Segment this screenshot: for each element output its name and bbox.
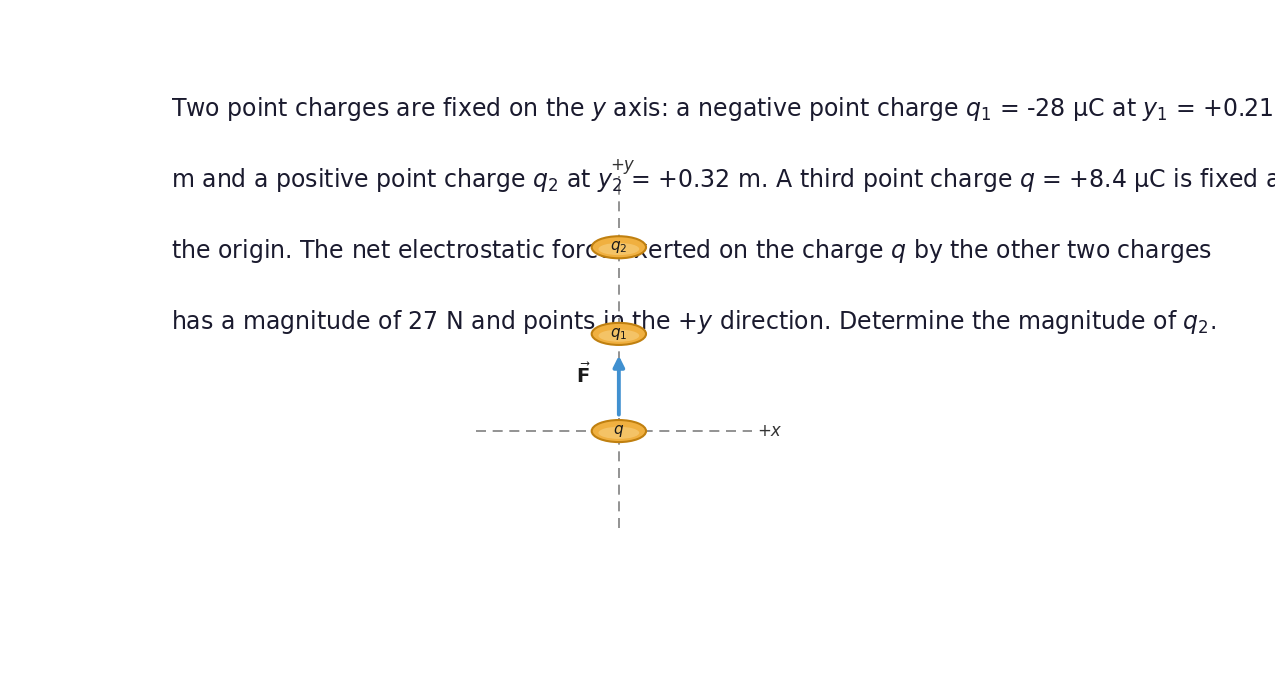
Text: +y: +y [609,155,634,174]
Text: has a magnitude of 27 N and points in the +$y$ direction. Determine the magnitud: has a magnitude of 27 N and points in th… [171,308,1216,336]
Text: +x: +x [757,422,782,440]
Ellipse shape [592,236,646,258]
Text: $\vec{\mathbf{F}}$: $\vec{\mathbf{F}}$ [576,363,592,387]
Text: $q_2$: $q_2$ [611,239,627,255]
Ellipse shape [598,243,639,255]
Text: $q_1$: $q_1$ [611,326,627,342]
Ellipse shape [598,329,639,342]
Text: Two point charges are fixed on the $y$ axis: a negative point charge $q_1$ = -28: Two point charges are fixed on the $y$ a… [171,95,1274,123]
Ellipse shape [592,420,646,442]
Text: $q$: $q$ [613,423,625,439]
Ellipse shape [592,323,646,345]
Ellipse shape [598,427,639,439]
Text: the origin. The net electrostatic force exerted on the charge $q$ by the other t: the origin. The net electrostatic force … [171,237,1213,265]
Text: m and a positive point charge $q_2$ at $y_2$ = +0.32 m. A third point charge $q$: m and a positive point charge $q_2$ at $… [171,166,1275,194]
